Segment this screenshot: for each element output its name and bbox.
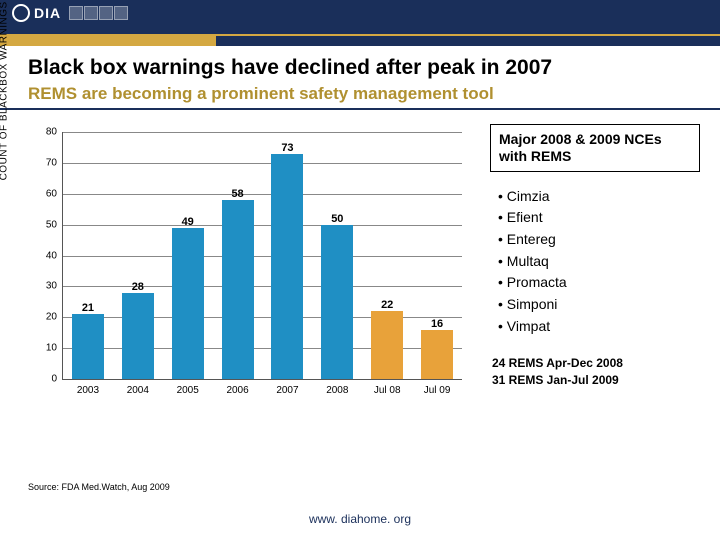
side-panel: Major 2008 & 2009 NCEs with REMS CimziaE… <box>490 124 700 389</box>
bar <box>371 311 403 379</box>
x-tick-label: Jul 09 <box>424 385 451 396</box>
bar <box>172 228 204 379</box>
header-bar: DIA <box>0 0 720 46</box>
title-underline <box>0 108 720 110</box>
y-tick-label: 30 <box>46 281 57 292</box>
bar-value-label: 22 <box>381 299 393 311</box>
bar <box>421 330 453 379</box>
side-header: Major 2008 & 2009 NCEs with REMS <box>490 124 700 172</box>
bar-slot: 282004 <box>113 132 163 379</box>
bar-slot: 492005 <box>163 132 213 379</box>
y-tick-label: 10 <box>46 343 57 354</box>
bar <box>271 154 303 379</box>
bar-slot: 22Jul 08 <box>362 132 412 379</box>
bar-slot: 212003 <box>63 132 113 379</box>
y-tick-label: 20 <box>46 312 57 323</box>
title-area: Black box warnings have declined after p… <box>0 46 720 106</box>
x-tick-label: Jul 08 <box>374 385 401 396</box>
x-tick-label: 2007 <box>276 385 298 396</box>
x-tick-label: 2003 <box>77 385 99 396</box>
logo-icon <box>12 4 30 22</box>
list-item: Cimzia <box>498 186 700 208</box>
list-item: Efient <box>498 207 700 229</box>
bar-slot: 502008 <box>312 132 362 379</box>
list-item: Promacta <box>498 272 700 294</box>
list-item: Vimpat <box>498 316 700 338</box>
bar-slot: 16Jul 09 <box>412 132 462 379</box>
y-axis-label: COUNT OF BLACKBOX WARNINGS <box>0 1 10 180</box>
logo: DIA <box>12 4 128 22</box>
logo-text: DIA <box>34 5 61 21</box>
page-subtitle: REMS are becoming a prominent safety man… <box>28 84 698 104</box>
x-tick-label: 2005 <box>177 385 199 396</box>
y-tick-label: 60 <box>46 188 57 199</box>
x-tick-label: 2006 <box>226 385 248 396</box>
rems-count-line: 24 REMS Apr-Dec 2008 <box>492 355 700 372</box>
y-tick-label: 0 <box>51 374 57 385</box>
bar <box>222 200 254 379</box>
list-item: Multaq <box>498 251 700 273</box>
bar-value-label: 50 <box>331 213 343 225</box>
page-title: Black box warnings have declined after p… <box>28 56 698 80</box>
bar <box>122 293 154 379</box>
header-stripe <box>0 36 720 46</box>
bar-slot: 732007 <box>263 132 313 379</box>
y-tick-label: 50 <box>46 219 57 230</box>
bar-value-label: 21 <box>82 302 94 314</box>
source-text: Source: FDA Med.Watch, Aug 2009 <box>28 482 170 492</box>
globe-icons <box>69 6 128 20</box>
footer-url: www. diahome. org <box>0 512 720 526</box>
y-tick-label: 70 <box>46 157 57 168</box>
bar <box>321 225 353 379</box>
chart: COUNT OF BLACKBOX WARNINGS 0102030405060… <box>0 120 480 420</box>
bar-value-label: 16 <box>431 318 443 330</box>
plot-area: 0102030405060708021200328200449200558200… <box>62 132 462 380</box>
y-tick-label: 40 <box>46 250 57 261</box>
rems-counts: 24 REMS Apr-Dec 200831 REMS Jan-Jul 2009 <box>490 355 700 389</box>
nce-list: CimziaEfientEnteregMultaqPromactaSimponi… <box>490 186 700 338</box>
bar-slot: 582006 <box>213 132 263 379</box>
bar <box>72 314 104 379</box>
bar-value-label: 58 <box>231 188 243 200</box>
bar-value-label: 73 <box>281 142 293 154</box>
bar-value-label: 28 <box>132 281 144 293</box>
bars: 21200328200449200558200673200750200822Ju… <box>63 132 462 379</box>
rems-count-line: 31 REMS Jan-Jul 2009 <box>492 372 700 389</box>
x-tick-label: 2008 <box>326 385 348 396</box>
y-tick-label: 80 <box>46 127 57 138</box>
x-tick-label: 2004 <box>127 385 149 396</box>
list-item: Entereg <box>498 229 700 251</box>
list-item: Simponi <box>498 294 700 316</box>
bar-value-label: 49 <box>182 216 194 228</box>
